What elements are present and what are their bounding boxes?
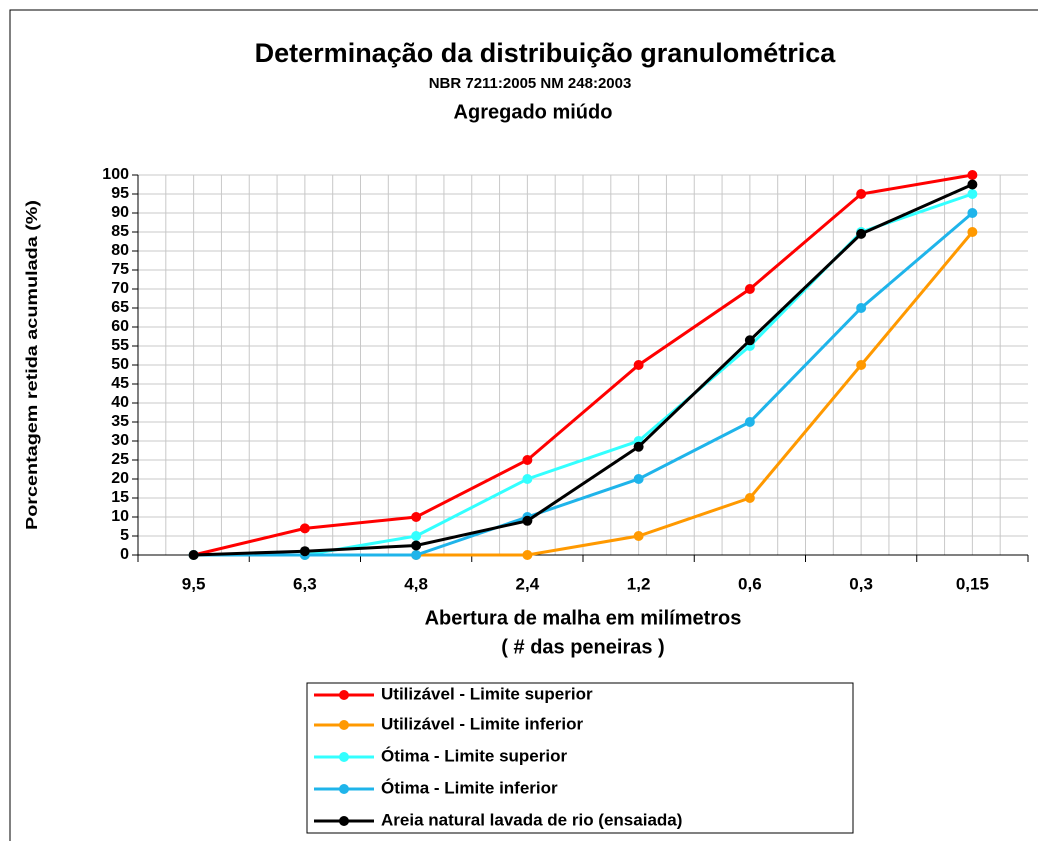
y-tick-label: 90: [111, 204, 129, 221]
y-tick-label: 50: [111, 356, 129, 373]
data-point: [744, 493, 755, 503]
y-tick-label: 95: [111, 185, 129, 202]
y-tick-label: 15: [111, 489, 129, 506]
y-tick-label: 85: [111, 223, 129, 240]
x-tick-label: 6,3: [293, 574, 317, 593]
y-tick-label: 45: [111, 375, 129, 392]
data-point: [856, 360, 867, 370]
y-tick-label: 40: [111, 394, 129, 411]
data-point: [633, 531, 644, 541]
data-point: [967, 170, 978, 180]
data-point: [411, 531, 422, 541]
x-tick-label: 4,8: [404, 574, 428, 593]
y-tick-label: 25: [111, 451, 129, 468]
y-tick-label: 30: [111, 432, 129, 449]
frame: [9, 9, 1038, 841]
data-point: [299, 523, 310, 534]
data-point: [522, 515, 533, 526]
series-line: [193, 183, 973, 557]
data-point: [967, 227, 978, 237]
legend: [306, 682, 854, 834]
y-tick-label: 35: [111, 413, 129, 430]
legend-label: Ótima - Limite inferior: [381, 778, 558, 797]
legend-label: Areia natural lavada de rio (ensaiada): [381, 810, 682, 829]
data-point: [411, 540, 422, 551]
data-point: [967, 189, 978, 199]
data-point: [411, 550, 422, 560]
x-tick-label: 9,5: [182, 574, 206, 593]
series-line: [193, 173, 973, 557]
legend-marker: [339, 752, 349, 762]
chart-title: Determinação da distribuição granulométr…: [255, 38, 837, 68]
y-tick-label: 0: [120, 546, 129, 563]
y-tick-label: 55: [111, 337, 129, 354]
legend-label: Utilizável - Limite inferior: [381, 714, 584, 733]
series-line: [193, 211, 974, 557]
data-point: [856, 228, 867, 239]
data-point: [522, 455, 533, 465]
data-point: [633, 441, 644, 452]
chart-subtitle: Agregado miúdo: [454, 101, 613, 123]
chart-subtitle: NBR 7211:2005 NM 248:2003: [429, 75, 632, 92]
data-point: [299, 546, 310, 557]
x-tick-label: 0,15: [956, 574, 989, 593]
data-point: [856, 303, 867, 313]
x-tick-label: 1,2: [627, 574, 651, 593]
data-point: [633, 474, 644, 484]
y-tick-label: 100: [102, 166, 129, 183]
x-tick-label: 0,6: [738, 574, 762, 593]
y-tick-label: 70: [111, 280, 129, 297]
data-point: [967, 208, 978, 218]
y-tick-label: 75: [111, 261, 129, 278]
x-axis-label: ( # das peneiras ): [501, 636, 664, 658]
data-point: [744, 335, 755, 346]
data-point: [522, 474, 533, 484]
data-point: [744, 284, 755, 294]
x-axis-label: Abertura de malha em milímetros: [425, 607, 742, 629]
legend-label: Ótima - Limite superior: [381, 746, 567, 765]
y-tick-label: 60: [111, 318, 129, 335]
y-tick-label: 20: [111, 470, 129, 487]
legend-marker: [339, 690, 349, 700]
y-axis-label: Porcentagem retida acumulada (%): [24, 200, 41, 530]
x-tick-label: 0,3: [849, 574, 873, 593]
data-point: [411, 512, 422, 522]
data-point: [633, 360, 644, 370]
data-point: [967, 179, 978, 190]
y-tick-label: 80: [111, 242, 129, 259]
legend-marker: [339, 720, 349, 730]
x-tick-label: 2,4: [516, 574, 540, 593]
data-point: [856, 189, 867, 199]
legend-marker: [339, 784, 349, 794]
y-tick-label: 10: [111, 508, 129, 525]
legend-marker: [339, 816, 349, 826]
legend-label: Utilizável - Limite superior: [381, 684, 593, 703]
data-point: [188, 550, 199, 560]
data-point: [744, 417, 755, 427]
y-tick-label: 65: [111, 299, 129, 316]
y-tick-label: 5: [120, 527, 129, 544]
data-point: [522, 550, 533, 560]
